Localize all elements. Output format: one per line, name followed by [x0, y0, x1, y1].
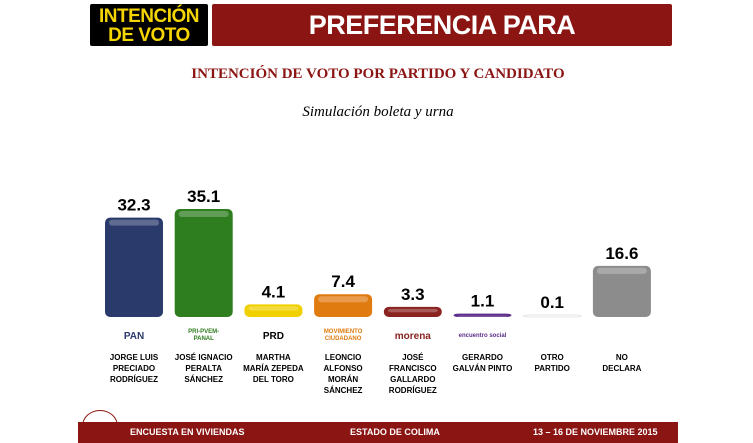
- bar-highlight: [178, 211, 229, 217]
- slide: INTENCIÓN DE VOTO PREFERENCIA PARA GOBER…: [78, 0, 678, 443]
- chart-subtitle: Simulación boleta y urna: [302, 104, 454, 120]
- category-label-line: DEL TORO: [252, 375, 294, 384]
- category-label-line: ALFONSO: [323, 364, 363, 373]
- category-label-line: NO: [615, 353, 628, 362]
- party-logo: PRI-PVEM-PANAL: [180, 325, 228, 347]
- bar: [105, 217, 163, 317]
- category-label-line: RODRÍGUEZ: [110, 375, 158, 384]
- footer-center-text: ESTADO DE COLIMA: [350, 427, 440, 437]
- bar-highlight: [387, 308, 438, 313]
- party-logo: PAN: [110, 325, 158, 347]
- party-logo: MOVIMIENTO CIUDADANO: [319, 325, 367, 347]
- footer-right-text: 13 – 16 DE NOVIEMBRE 2015: [533, 427, 658, 437]
- data-label: 7.4: [331, 272, 355, 291]
- bar: [383, 306, 442, 317]
- bar-highlight: [596, 267, 647, 274]
- party-logo-text: PRI-PVEM-PANAL: [188, 329, 220, 342]
- category-label-line: PARTIDO: [534, 364, 570, 373]
- bar-highlight: [318, 296, 369, 303]
- category-label-line: MARTHA: [256, 353, 291, 362]
- category-label-line: PRECIADO: [112, 364, 156, 373]
- footer-bar: ENCUESTA EN VIVIENDAS ESTADO DE COLIMA 1…: [78, 422, 678, 443]
- header-badge-line1: INTENCIÓN: [99, 6, 200, 27]
- bar: [592, 265, 651, 317]
- category-label: JOSÉ FRANCISCO GALLARDO RODRÍGUEZ: [378, 352, 448, 396]
- category-label-line: SÁNCHEZ: [323, 386, 363, 395]
- bar-highlight: [457, 315, 508, 317]
- data-label: 1.1: [471, 292, 495, 311]
- category-label-line: DECLARA: [602, 364, 642, 373]
- page-title: PREFERENCIA PARA GOBERNADOR: [308, 10, 576, 82]
- bar-highlight: [527, 317, 578, 318]
- data-label: 0.1: [540, 293, 564, 312]
- header-title-box: PREFERENCIA PARA GOBERNADOR: [212, 4, 672, 82]
- category-label-line: FRANCISCO: [389, 364, 437, 373]
- category-label-line: JORGE LUIS: [109, 353, 159, 362]
- category-label-line: MARÍA ZEPEDA: [243, 364, 304, 373]
- category-label: OTRO PARTIDO: [517, 352, 587, 374]
- category-label-line: GERARDO: [462, 353, 503, 362]
- category-label: JORGE LUIS PRECIADO RODRÍGUEZ: [99, 352, 169, 385]
- category-label-line: SÁNCHEZ: [184, 375, 224, 384]
- chart-title: INTENCIÓN DE VOTO POR PARTIDO Y CANDIDAT…: [191, 66, 565, 82]
- bar: [314, 294, 373, 317]
- data-label: 3.3: [401, 285, 425, 304]
- category-label-line: RODRÍGUEZ: [388, 386, 437, 395]
- category-label: GERARDO GALVÁN PINTO: [448, 352, 518, 374]
- category-label: NO DECLARA: [587, 352, 657, 374]
- bar: [522, 314, 582, 318]
- bar-chart: 32.3 35.1 4.1 7.4 3.3 1.1 0.1 16.6: [105, 187, 651, 318]
- category-label: LEONCIO ALFONSO MORÁN SÁNCHEZ: [308, 352, 378, 396]
- category-label-line: JOSÉ IGNACIO: [174, 353, 233, 362]
- category-label-line: OTRO: [540, 353, 564, 362]
- party-logo-text: morena: [394, 330, 431, 342]
- data-label: 32.3: [117, 196, 150, 215]
- data-label: 16.6: [605, 244, 638, 263]
- category-label-line: JOSÉ: [402, 353, 424, 362]
- party-logo-text: encuentro social: [458, 332, 507, 339]
- party-logo-text: PAN: [123, 330, 145, 342]
- bar: [244, 304, 303, 317]
- category-label: MARTHA MARÍA ZEPEDA DEL TORO: [238, 352, 308, 385]
- data-label: 35.1: [187, 187, 220, 206]
- category-label-line: MORÁN: [327, 375, 359, 384]
- party-logo: PRD: [249, 325, 297, 347]
- category-label-line: GALLARDO: [390, 375, 436, 384]
- party-logo: morena: [389, 325, 437, 347]
- header-badge: INTENCIÓN DE VOTO: [90, 4, 208, 46]
- bar: [174, 209, 233, 317]
- footer-left-text: ENCUESTA EN VIVIENDAS: [130, 427, 245, 437]
- bar: [453, 313, 512, 317]
- data-label: 4.1: [262, 282, 286, 301]
- party-logo-text: PRD: [262, 330, 284, 342]
- party-logo-text: MOVIMIENTO CIUDADANO: [323, 329, 363, 342]
- category-label-line: PERALTA: [185, 364, 222, 373]
- category-label: JOSÉ IGNACIO PERALTA SÁNCHEZ: [169, 352, 239, 385]
- header-badge-line2: DE VOTO: [108, 25, 190, 46]
- party-logo: encuentro social: [459, 325, 507, 347]
- bar-highlight: [248, 306, 299, 311]
- category-label-line: GALVÁN PINTO: [452, 364, 513, 373]
- bar-highlight: [109, 219, 159, 226]
- category-label-line: LEONCIO: [324, 353, 362, 362]
